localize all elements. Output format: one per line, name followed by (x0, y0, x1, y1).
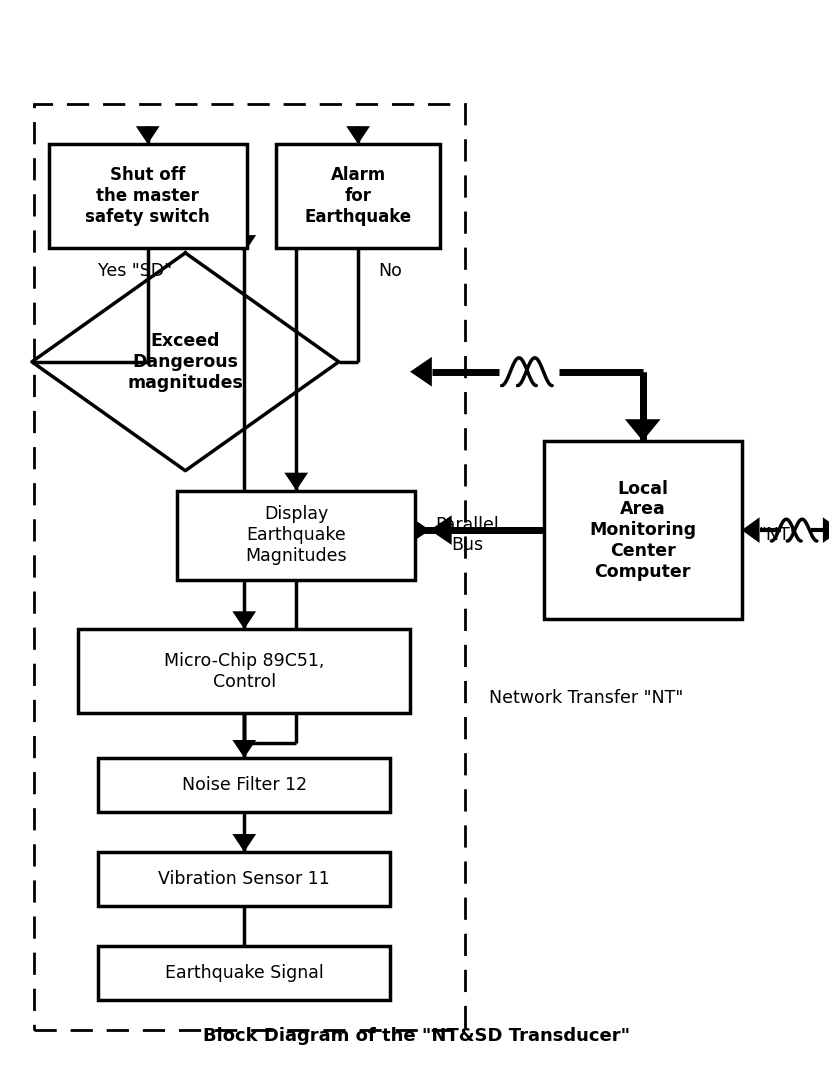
Polygon shape (741, 517, 760, 543)
Text: No: No (378, 262, 402, 280)
Text: Exceed
Dangerous
magnitudes: Exceed Dangerous magnitudes (127, 332, 243, 391)
Bar (48, 144, 247, 248)
Text: Noise Filter 12: Noise Filter 12 (182, 776, 307, 795)
Polygon shape (284, 472, 308, 491)
Polygon shape (136, 126, 160, 144)
Text: Display
Earthquake
Magnitudes: Display Earthquake Magnitudes (246, 505, 347, 565)
Bar (277, 144, 440, 248)
Bar (544, 441, 741, 619)
Text: Micro-Chip 89C51,
Control: Micro-Chip 89C51, Control (164, 652, 324, 691)
Polygon shape (347, 126, 370, 144)
Text: Parallel
Bus: Parallel Bus (436, 516, 499, 555)
Bar (177, 491, 415, 579)
Polygon shape (232, 835, 256, 852)
Bar (98, 852, 391, 906)
Text: Yes "SD": Yes "SD" (98, 262, 172, 280)
Polygon shape (625, 419, 661, 441)
Bar (78, 629, 410, 713)
Polygon shape (408, 516, 430, 545)
Polygon shape (232, 740, 256, 758)
Text: Network Transfer "NT": Network Transfer "NT" (489, 690, 684, 707)
Text: "NT": "NT" (759, 526, 798, 544)
Bar (98, 758, 391, 812)
Text: Earthquake Signal: Earthquake Signal (165, 964, 323, 983)
Text: Alarm
for
Earthquake: Alarm for Earthquake (305, 166, 412, 226)
Text: Vibration Sensor 11: Vibration Sensor 11 (158, 870, 330, 889)
Polygon shape (284, 235, 308, 253)
Polygon shape (232, 235, 256, 253)
Polygon shape (430, 516, 451, 545)
Polygon shape (823, 517, 833, 543)
Text: Block Diagram of the "NT&SD Transducer": Block Diagram of the "NT&SD Transducer" (203, 1027, 630, 1045)
Polygon shape (410, 357, 431, 387)
Bar (98, 946, 391, 1000)
Text: Shut off
the master
safety switch: Shut off the master safety switch (85, 166, 210, 226)
Text: Local
Area
Monitoring
Center
Computer: Local Area Monitoring Center Computer (589, 480, 696, 580)
Bar (34, 105, 465, 1030)
Polygon shape (232, 611, 256, 629)
